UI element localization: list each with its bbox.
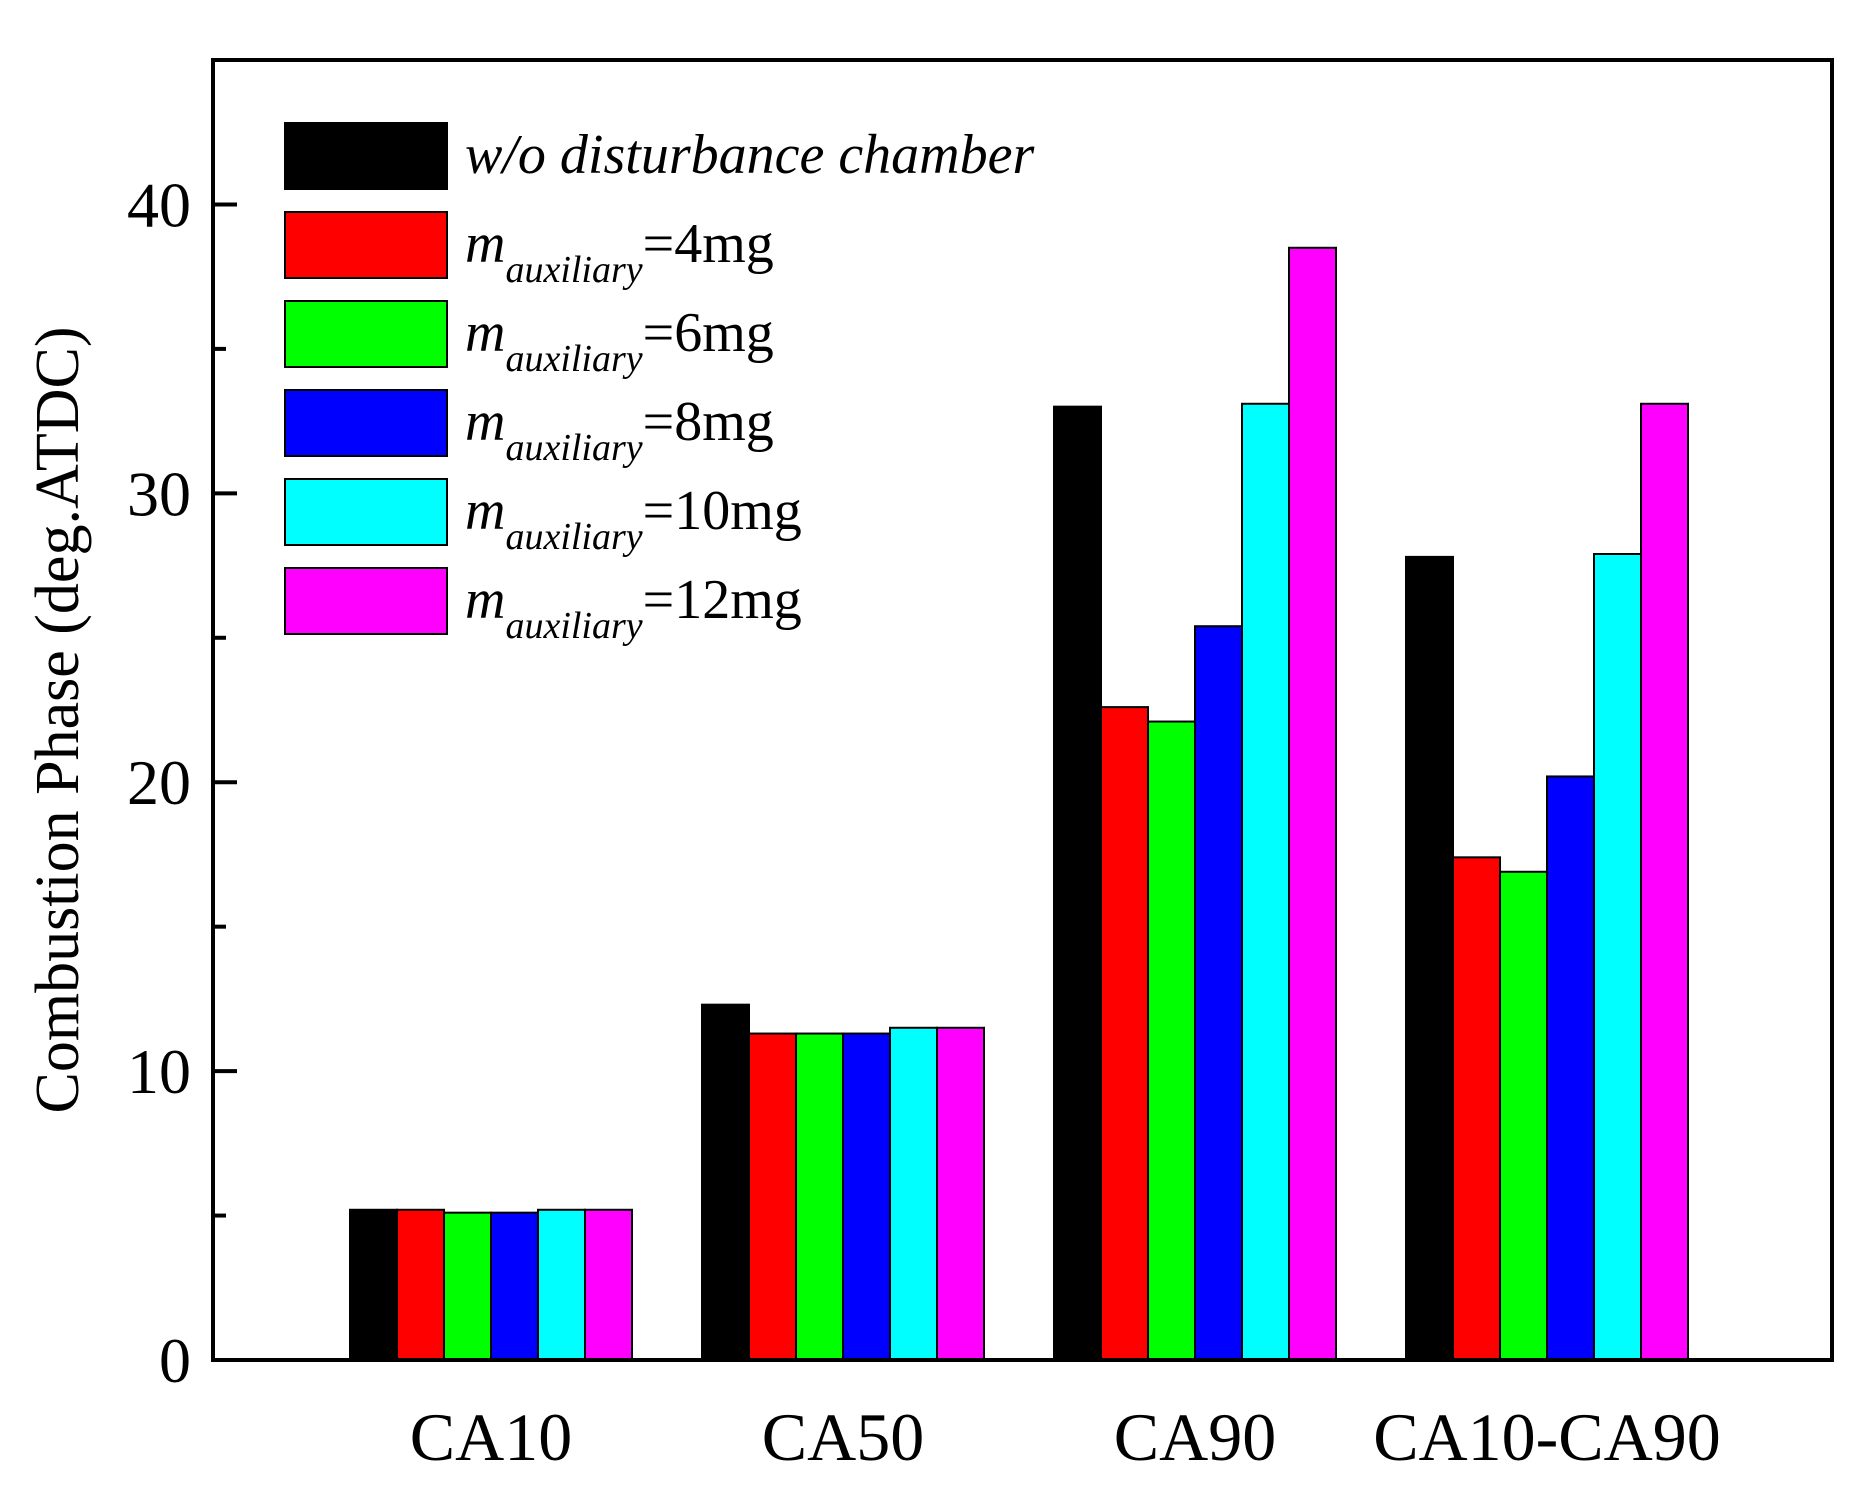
bar-ca90-series-1 bbox=[1100, 706, 1149, 1361]
bar-ca10-ca90-series-2 bbox=[1499, 870, 1548, 1361]
legend-swatch bbox=[284, 478, 448, 546]
bar-ca10-ca90-series-3 bbox=[1546, 775, 1595, 1361]
bar-ca90-series-4 bbox=[1241, 402, 1290, 1361]
bar-ca10-series-4 bbox=[537, 1208, 586, 1362]
bar-ca10-series-3 bbox=[490, 1211, 539, 1361]
legend-swatch bbox=[284, 300, 448, 368]
bar-ca10-series-1 bbox=[396, 1208, 445, 1362]
legend-label-subscript: auxiliary bbox=[505, 427, 642, 469]
legend-label-suffix: =10mg bbox=[643, 480, 802, 542]
bars-layer bbox=[349, 246, 1689, 1362]
legend: w/o disturbance chambermauxiliary=4mgmau… bbox=[284, 122, 1034, 647]
x-category-label: CA90 bbox=[1114, 1399, 1276, 1475]
bar-ca10-ca90-series-0 bbox=[1405, 555, 1454, 1361]
bar-ca90-series-5 bbox=[1288, 246, 1337, 1361]
legend-label-main: m bbox=[465, 480, 505, 542]
legend-label-suffix: =12mg bbox=[643, 569, 802, 631]
bar-ca10-ca90-series-1 bbox=[1452, 856, 1501, 1361]
bar-ca90-series-3 bbox=[1194, 625, 1243, 1361]
legend-label-suffix: =8mg bbox=[643, 391, 774, 453]
legend-label-subscript: auxiliary bbox=[505, 249, 642, 291]
legend-label-suffix: =4mg bbox=[643, 213, 774, 275]
y-tick-label: 0 bbox=[159, 1325, 191, 1396]
bar-ca10-series-0 bbox=[349, 1208, 398, 1362]
legend-label: mauxiliary=6mg bbox=[465, 302, 774, 380]
bar-ca90-series-2 bbox=[1147, 720, 1196, 1361]
bar-ca50-series-3 bbox=[842, 1032, 891, 1361]
legend-label: mauxiliary=4mg bbox=[465, 213, 774, 291]
bar-ca10-series-2 bbox=[443, 1211, 492, 1361]
bar-ca50-series-1 bbox=[748, 1032, 797, 1361]
y-tick-label: 30 bbox=[127, 458, 191, 529]
legend-label-suffix: =6mg bbox=[643, 302, 774, 364]
bar-ca50-series-0 bbox=[701, 1003, 750, 1362]
legend-label: mauxiliary=8mg bbox=[465, 391, 774, 469]
legend-label-main: w/o disturbance chamber bbox=[465, 124, 1034, 186]
y-tick-label: 10 bbox=[127, 1036, 191, 1107]
legend-label-subscript: auxiliary bbox=[505, 605, 642, 647]
legend-swatch bbox=[284, 122, 448, 190]
legend-label-main: m bbox=[465, 391, 505, 453]
legend-label-main: m bbox=[465, 569, 505, 631]
bar-ca90-series-0 bbox=[1053, 405, 1102, 1361]
legend-label-main: m bbox=[465, 302, 505, 364]
plot-frame bbox=[211, 58, 1834, 1362]
y-tick-label: 40 bbox=[127, 169, 191, 240]
legend-label-subscript: auxiliary bbox=[505, 516, 642, 558]
bar-ca10-series-5 bbox=[584, 1208, 633, 1362]
legend-swatch bbox=[284, 389, 448, 457]
legend-label: w/o disturbance chamber bbox=[465, 124, 1034, 186]
bar-ca50-series-5 bbox=[936, 1026, 985, 1362]
bar-ca10-ca90-series-4 bbox=[1593, 553, 1642, 1361]
legend-swatch bbox=[284, 567, 448, 635]
legend-label: mauxiliary=10mg bbox=[465, 480, 802, 558]
y-axis-title: Combustion Phase (deg.ATDC) bbox=[24, 326, 92, 1113]
x-category-label: CA50 bbox=[762, 1399, 924, 1475]
bar-ca50-series-4 bbox=[889, 1026, 938, 1362]
y-tick-label: 20 bbox=[127, 747, 191, 818]
legend-label-subscript: auxiliary bbox=[505, 338, 642, 380]
x-category-label: CA10-CA90 bbox=[1373, 1399, 1721, 1475]
legend-label: mauxiliary=12mg bbox=[465, 569, 802, 647]
y-axis-ticks: 0 10 20 30 40 bbox=[127, 169, 237, 1396]
legend-label-main: m bbox=[465, 213, 505, 275]
x-axis-labels: CA10 CA50 CA90 CA10-CA90 bbox=[410, 1399, 1721, 1475]
x-category-label: CA10 bbox=[410, 1399, 572, 1475]
legend-swatch bbox=[284, 211, 448, 279]
bar-ca50-series-2 bbox=[795, 1032, 844, 1361]
bar-ca10-ca90-series-5 bbox=[1640, 402, 1689, 1361]
